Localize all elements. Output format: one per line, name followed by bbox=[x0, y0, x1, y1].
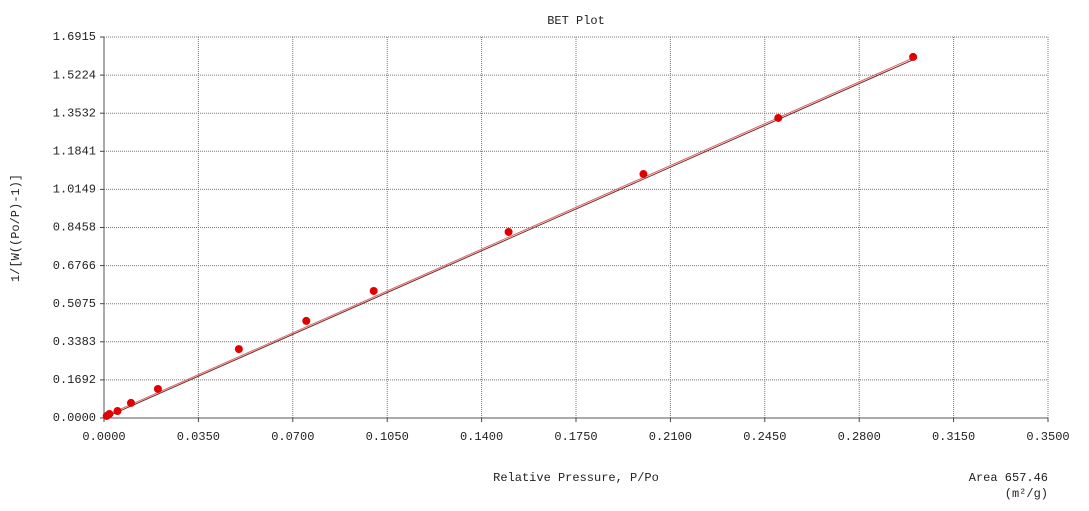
x-tick-label: 0.0350 bbox=[177, 430, 220, 444]
data-point bbox=[302, 316, 311, 325]
x-tick-label: 0.1400 bbox=[460, 430, 503, 444]
chart-title: BET Plot bbox=[547, 14, 605, 28]
y-tick-label: 0.5075 bbox=[53, 297, 96, 311]
annotation: Area 657.46 bbox=[969, 471, 1048, 485]
x-tick-label: 0.1750 bbox=[554, 430, 597, 444]
data-point bbox=[639, 170, 648, 179]
data-point bbox=[909, 52, 918, 61]
x-tick-label: 0.3150 bbox=[932, 430, 975, 444]
y-tick-label: 0.0000 bbox=[53, 411, 96, 425]
x-tick-label: 0.2800 bbox=[838, 430, 881, 444]
y-tick-label: 1.3532 bbox=[53, 106, 96, 120]
annotation: (m²/g) bbox=[1005, 487, 1048, 501]
y-tick-label: 0.8458 bbox=[53, 221, 96, 235]
data-point bbox=[126, 398, 135, 407]
data-point bbox=[105, 409, 114, 418]
y-tick-label: 0.1692 bbox=[53, 373, 96, 387]
y-tick-label: 1.5224 bbox=[53, 68, 96, 82]
data-point bbox=[774, 113, 783, 122]
data-point bbox=[369, 286, 378, 295]
y-tick-label: 0.6766 bbox=[53, 259, 96, 273]
x-tick-label: 0.0700 bbox=[271, 430, 314, 444]
x-tick-label: 0.2450 bbox=[743, 430, 786, 444]
data-point bbox=[234, 345, 243, 354]
data-point bbox=[113, 407, 122, 416]
data-point bbox=[504, 227, 513, 236]
x-tick-label: 0.3500 bbox=[1026, 430, 1069, 444]
x-tick-label: 0.0000 bbox=[82, 430, 125, 444]
y-tick-label: 0.3383 bbox=[53, 335, 96, 349]
y-tick-label: 1.6915 bbox=[53, 30, 96, 44]
y-axis-label: 1/[W((Po/P)-1)] bbox=[9, 174, 23, 282]
x-axis-label: Relative Pressure, P/Po bbox=[493, 471, 659, 485]
x-tick-label: 0.2100 bbox=[649, 430, 692, 444]
data-point bbox=[153, 384, 162, 393]
x-tick-label: 0.1050 bbox=[366, 430, 409, 444]
y-tick-label: 1.0149 bbox=[53, 183, 96, 197]
y-tick-label: 1.1841 bbox=[53, 144, 96, 158]
